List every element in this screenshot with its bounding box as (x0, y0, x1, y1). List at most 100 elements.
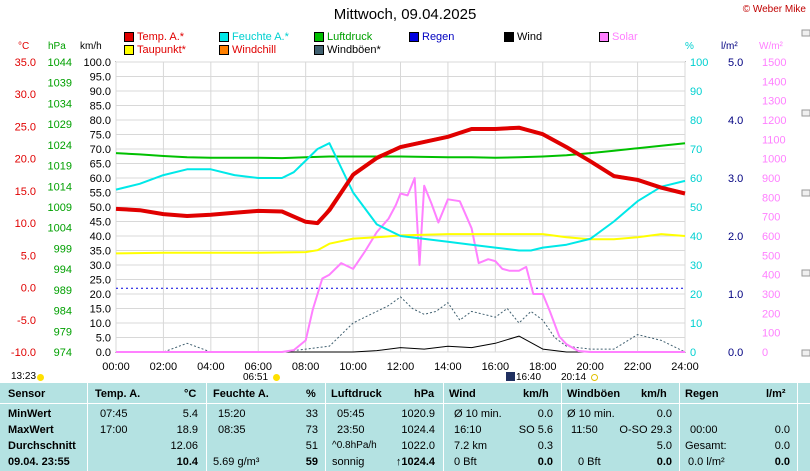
wind-tick-label: 30.0 (90, 260, 111, 272)
pressure-tick-label: 984 (54, 306, 72, 318)
max-wind-value: SO 5.6 (518, 424, 553, 436)
pressure-tick-label: 1019 (48, 161, 72, 173)
max-gust-time: 11:50 (571, 424, 598, 436)
edge-marker (801, 29, 810, 37)
max-temp-time: 17:00 (100, 424, 128, 436)
wind-tick-label: 90.0 (90, 86, 111, 98)
header-wind: Wind (449, 388, 476, 400)
humidity-tick-label: 100 (690, 57, 708, 69)
moonrise-label: 13:23 (11, 371, 37, 382)
legend-swatch-gust (314, 45, 324, 56)
rain-tick-label: 1.0 (728, 289, 743, 301)
legend-label-windchill: Windchill (232, 44, 277, 56)
min-press-time: 05:45 (337, 408, 365, 420)
humidity-tick-label: 70 (690, 144, 702, 156)
solar-tick-label: 500 (762, 250, 780, 262)
moon-time-label: 16:40 (516, 372, 542, 383)
max-press-time: 23:50 (337, 424, 365, 436)
header-rain: Regen (685, 388, 719, 400)
x-tick-label: 08:00 (292, 361, 320, 373)
wind-tick-label: 85.0 (90, 101, 111, 113)
legend-item-humidity: Feuchte A.* (219, 31, 289, 44)
chart-title: Mittwoch, 09.04.2025 (333, 6, 477, 23)
series-tempa-line (115, 125, 686, 226)
legend-label-temp: Temp. A.* (137, 31, 185, 43)
pressure-tick-label: 1034 (48, 98, 72, 110)
humidity-tick-label: 30 (690, 260, 702, 272)
legend-label-solar: Solar (612, 31, 638, 43)
x-tick-label: 06:00 (244, 361, 272, 373)
solar-tick-label: 1200 (762, 115, 786, 127)
weather-chart: 00:00 02:00 04:00 06:00 08:00 10:00 12:00 14:00… (11, 29, 810, 373)
min-wind-label: Ø 10 min. (454, 408, 502, 420)
temp-tick-label: 5.0 (21, 250, 36, 262)
series-luftdruck-line (115, 142, 686, 160)
max-rain-value: 0.0 (774, 424, 790, 436)
solar-tick-label: 400 (762, 270, 780, 282)
x-tick-label: 10:00 (339, 361, 367, 373)
legend-item-windchill: Windchill (219, 44, 276, 57)
solar-tick-label: 700 (762, 212, 780, 224)
current-wind-value: 0.0 (537, 456, 553, 468)
humidity-tick-label: 0 (690, 347, 696, 359)
x-tick-label: 00:00 (102, 361, 130, 373)
wind-tick-label: 70.0 (90, 144, 111, 156)
header-pressure: Luftdruck (331, 388, 382, 400)
wind-tick-label: 20.0 (90, 289, 111, 301)
unit-wind: km/h (80, 41, 102, 52)
solar-tick-label: 1000 (762, 154, 786, 166)
solar-tick-label: 900 (762, 173, 780, 185)
solar-tick-label: 1500 (762, 57, 786, 69)
max-hum-time: 08:35 (218, 424, 246, 436)
temp-tick-label: -5.0 (17, 315, 36, 327)
humidity-tick-label: 10 (690, 318, 702, 330)
header-wind-unit: km/h (523, 388, 549, 400)
row-label-avg: Durchschnitt (8, 440, 76, 452)
min-hum-time: 15:20 (218, 408, 246, 420)
solar-tick-label: 200 (762, 308, 780, 320)
min-gust-value: 0.0 (656, 408, 672, 420)
rain-tick-label: 5.0 (728, 57, 743, 69)
legend-item-rain: Regen (409, 31, 454, 44)
solar-tick-label: 100 (762, 328, 780, 340)
solar-tick-label: 600 (762, 231, 780, 243)
wind-tick-label: 0.0 (96, 347, 111, 359)
rain-tick-label: 4.0 (728, 115, 743, 127)
row-label-max: MaxWert (8, 424, 54, 436)
pressure-tick-label: 999 (54, 243, 72, 255)
temp-tick-label: 15.0 (15, 186, 36, 198)
max-wind-time: 16:10 (454, 424, 482, 436)
current-datetime: 09.04. 23:55 (8, 456, 70, 468)
rain-total-value: 0.0 (774, 440, 790, 452)
edge-marker (801, 269, 810, 277)
humidity-tick-label: 60 (690, 173, 702, 185)
current-rain-value: 0.0 (774, 456, 790, 468)
legend-swatch-dewpoint (124, 45, 134, 56)
x-tick-label: 12:00 (387, 361, 415, 373)
sunrise-label: 06:51 (243, 372, 269, 383)
unit-temp: °C (18, 41, 30, 52)
edge-marker (801, 109, 810, 117)
avg-hum-value: 51 (305, 440, 318, 452)
legend-item-temp: Temp. A.* (124, 31, 184, 44)
current-gust-value: 0.0 (656, 456, 672, 468)
humidity-tick-label: 50 (690, 202, 702, 214)
wind-tick-label: 35.0 (90, 246, 111, 258)
edge-marker (801, 349, 810, 357)
x-tick-label: 02:00 (150, 361, 178, 373)
sunset-icon (591, 374, 598, 381)
avg-press-trend: ^0.8hPa/h (332, 440, 377, 451)
edge-marker (801, 189, 810, 197)
legend-item-gust: Windböen* (314, 44, 381, 57)
temp-tick-label: -10.0 (11, 347, 36, 359)
solar-tick-label: 300 (762, 289, 780, 301)
solar-tick-label: 1300 (762, 96, 786, 108)
pressure-tick-label: 1004 (48, 223, 72, 235)
row-label-min: MinWert (8, 408, 52, 420)
abs-humidity: 5.69 g/m³ (213, 456, 260, 468)
x-tick-label: 20:00 (576, 361, 604, 373)
humidity-tick-label: 20 (690, 289, 702, 301)
humidity-tick-label: 90 (690, 86, 702, 98)
unit-rain: l/m² (721, 41, 738, 52)
legend-item-pressure: Luftdruck (314, 31, 372, 44)
